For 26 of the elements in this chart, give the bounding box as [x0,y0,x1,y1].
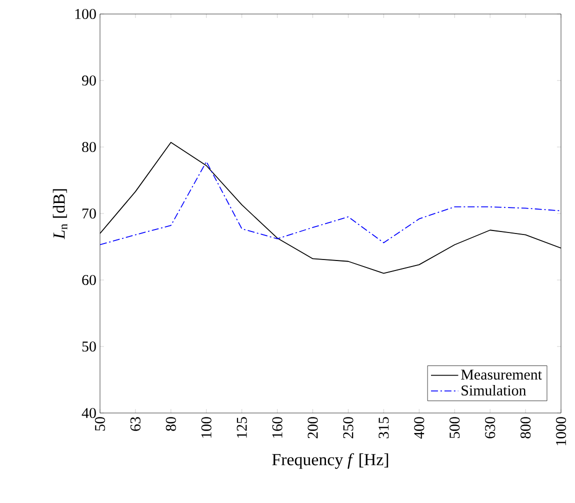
legend-label: Measurement [461,370,542,380]
y-tick-label: 70 [82,208,96,219]
x-tick-label: 50 [94,417,106,431]
x-tick-label: 800 [520,417,531,438]
x-tick-label: 250 [343,417,354,438]
x-tick-label: 200 [308,417,318,438]
x-tick-label: 125 [236,417,247,438]
y-tick-label: 90 [82,75,96,86]
line-series [100,161,562,246]
y-tick-label: 60 [82,274,96,286]
y-tick-label: 80 [82,142,96,152]
x-tick-label: 100 [201,417,212,438]
x-tick-label: 500 [450,417,460,438]
y-tick-label: 50 [82,341,96,352]
x-tick-label: 1000 [556,417,566,446]
x-tick-label: 630 [485,417,496,438]
x-axis-title: Frequency f [Hz] [272,453,388,469]
x-tick-label: 315 [378,417,389,438]
y-tick-label: 40 [82,408,96,418]
y-tick-label: 100 [75,8,96,20]
x-tick-label: 400 [414,417,424,439]
x-tick-label: 160 [272,417,282,438]
x-tick-label: 63 [130,417,140,431]
legend-label: Simulation [462,384,526,396]
y-axis-title: L$_{n}$ [dB] [52,189,68,240]
x-tick-label: 80 [166,417,176,431]
